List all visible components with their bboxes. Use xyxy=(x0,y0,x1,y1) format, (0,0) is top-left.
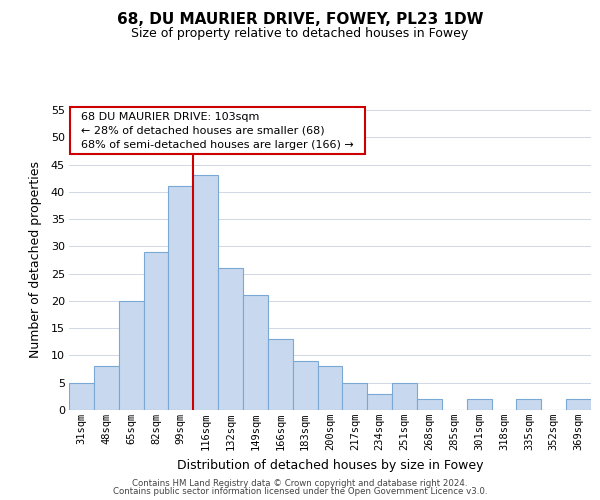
Bar xyxy=(392,382,417,410)
Text: Size of property relative to detached houses in Fowey: Size of property relative to detached ho… xyxy=(131,28,469,40)
Bar xyxy=(169,186,193,410)
Bar xyxy=(566,399,591,410)
Bar xyxy=(367,394,392,410)
Bar xyxy=(268,339,293,410)
Bar xyxy=(69,382,94,410)
Y-axis label: Number of detached properties: Number of detached properties xyxy=(29,162,43,358)
Bar xyxy=(143,252,169,410)
Bar xyxy=(317,366,343,410)
Text: Contains HM Land Registry data © Crown copyright and database right 2024.: Contains HM Land Registry data © Crown c… xyxy=(132,478,468,488)
Bar xyxy=(343,382,367,410)
Text: 68 DU MAURIER DRIVE: 103sqm
  ← 28% of detached houses are smaller (68)
  68% of: 68 DU MAURIER DRIVE: 103sqm ← 28% of det… xyxy=(74,112,361,150)
Bar xyxy=(517,399,541,410)
X-axis label: Distribution of detached houses by size in Fowey: Distribution of detached houses by size … xyxy=(177,458,483,471)
Bar xyxy=(193,176,218,410)
Bar xyxy=(467,399,491,410)
Bar xyxy=(417,399,442,410)
Bar xyxy=(94,366,119,410)
Bar xyxy=(243,296,268,410)
Bar xyxy=(119,301,143,410)
Text: Contains public sector information licensed under the Open Government Licence v3: Contains public sector information licen… xyxy=(113,487,487,496)
Bar xyxy=(293,361,317,410)
Text: 68, DU MAURIER DRIVE, FOWEY, PL23 1DW: 68, DU MAURIER DRIVE, FOWEY, PL23 1DW xyxy=(117,12,483,28)
Bar xyxy=(218,268,243,410)
